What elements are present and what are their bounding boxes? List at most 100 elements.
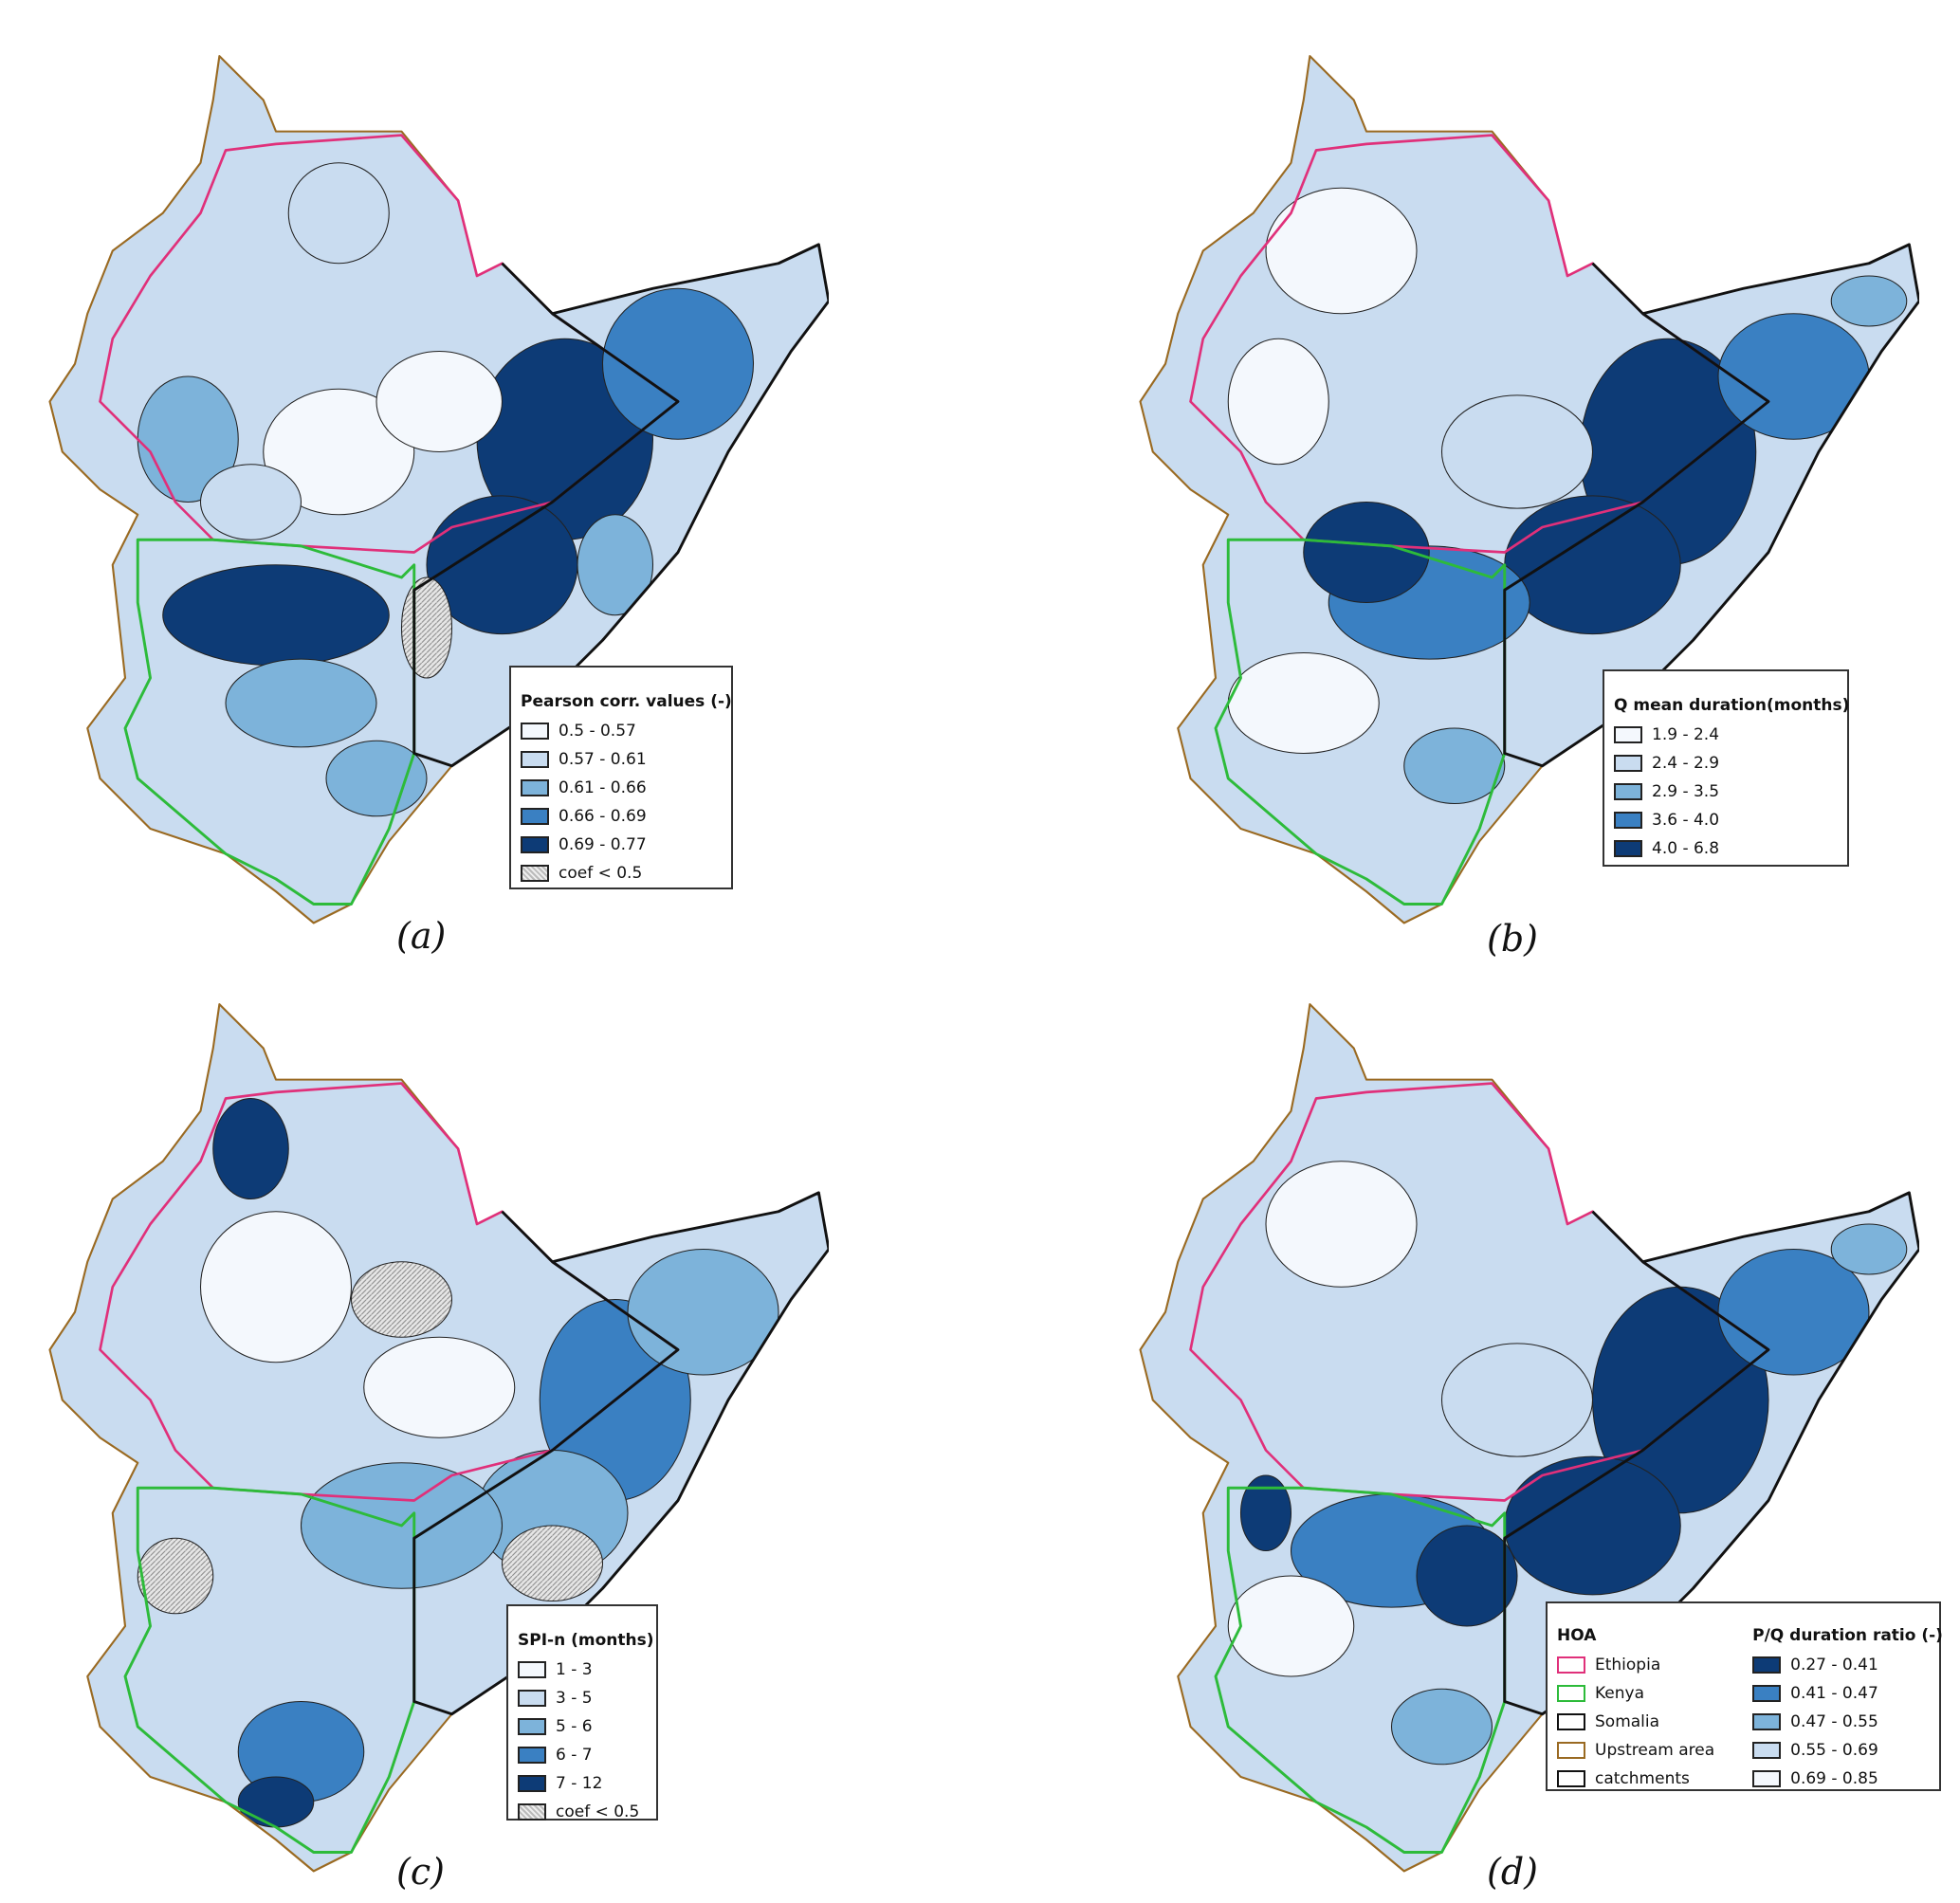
legend-label: catchments: [1595, 1769, 1690, 1788]
catchment: [577, 514, 654, 616]
catchment: [225, 658, 377, 748]
catchment: [1265, 1161, 1418, 1288]
catchment: [501, 1525, 604, 1602]
catchment: [1830, 275, 1908, 327]
legend-label: 6 - 7: [556, 1746, 593, 1765]
legend-swatch: [1614, 726, 1642, 743]
legend-swatch: [1557, 1713, 1585, 1730]
map-q-mean-duration: [1139, 55, 1919, 924]
legend-item: 0.57 - 0.61: [521, 745, 724, 774]
legend-label: 1 - 3: [556, 1660, 593, 1679]
legend-label: 2.4 - 2.9: [1652, 754, 1720, 773]
legend-label: 0.57 - 0.61: [559, 750, 647, 769]
legend-item: 0.61 - 0.66: [521, 774, 724, 802]
legend-swatch: [521, 865, 549, 882]
somalia-border: [412, 1191, 829, 1716]
legend-swatch: [1752, 1685, 1782, 1702]
legend-label: 4.0 - 6.8: [1652, 839, 1720, 858]
catchment: [1390, 1688, 1493, 1766]
catchment: [263, 388, 415, 516]
legend-item: 1 - 3: [518, 1656, 649, 1684]
kenya-border: [1214, 538, 1507, 906]
legend-label: 0.47 - 0.55: [1790, 1712, 1878, 1731]
legend-label: 7 - 12: [556, 1774, 603, 1793]
legend-title: Q mean duration(months): [1614, 696, 1850, 715]
catchment: [350, 1261, 453, 1338]
legend-d: HOA Ethiopia Kenya Somalia Upstream area cat…: [1546, 1601, 1943, 1793]
legend-swatch: [518, 1661, 546, 1678]
catchment: [1717, 1248, 1870, 1376]
catchment: [325, 740, 428, 817]
kenya-border: [1214, 1486, 1507, 1854]
legend-hoa-title: HOA: [1557, 1626, 1597, 1645]
legend-title: SPI-n (months): [518, 1631, 654, 1650]
legend-label: 0.69 - 0.85: [1790, 1769, 1878, 1788]
legend-item: 4.0 - 6.8: [1614, 834, 1840, 863]
legend-item: 0.69 - 0.77: [521, 831, 724, 859]
legend-label: coef < 0.5: [559, 864, 643, 883]
legend-swatch: [1614, 783, 1642, 800]
legend-item: Somalia: [1557, 1708, 1714, 1736]
catchment: [162, 564, 390, 667]
legend-label: 3.6 - 4.0: [1652, 811, 1720, 830]
legend-label: 3 - 5: [556, 1689, 593, 1708]
catchment: [212, 1097, 289, 1200]
panel-c: SPI-n (months) 1 - 3 3 - 5 5 - 6 6 - 7 7 - 1…: [0, 948, 980, 1896]
legend-swatch: [521, 723, 549, 740]
catchment: [1265, 187, 1418, 315]
somalia-border: [1503, 1191, 1919, 1716]
catchment: [400, 576, 453, 679]
catchment: [287, 162, 390, 265]
catchment: [1239, 1474, 1292, 1552]
kenya-border: [123, 538, 416, 906]
legend-swatch: [521, 808, 549, 825]
legend-swatch: [518, 1690, 546, 1707]
map-pearson-correlation: [48, 55, 829, 924]
legend-swatch: [1557, 1742, 1585, 1759]
catchments: [137, 162, 755, 817]
legend-rows: 1 - 3 3 - 5 5 - 6 6 - 7 7 - 12 coef < 0.5: [518, 1656, 649, 1826]
legend-swatch: [1557, 1685, 1585, 1702]
legend-label: 0.61 - 0.66: [559, 778, 647, 797]
legend-title: Pearson corr. values (-): [521, 692, 732, 711]
legend-item: catchments: [1557, 1765, 1714, 1793]
legend-label: 5 - 6: [556, 1717, 593, 1736]
legend-swatch: [518, 1803, 546, 1821]
legend-label: 0.5 - 0.57: [559, 722, 636, 741]
legend-item: 7 - 12: [518, 1769, 649, 1798]
catchment: [1227, 651, 1380, 755]
ethiopia-border: [1189, 1082, 1770, 1502]
legend-rows: 1.9 - 2.4 2.4 - 2.9 2.9 - 3.5 3.6 - 4.0 4.0 …: [1614, 721, 1840, 863]
somalia-border: [412, 243, 829, 768]
legend-label: 2.9 - 3.5: [1652, 782, 1720, 801]
legend-rows: 0.27 - 0.41 0.41 - 0.47 0.47 - 0.55 0.55 - …: [1752, 1651, 1943, 1793]
legend-swatch: [1752, 1713, 1782, 1730]
panel-a: Pearson corr. values (-) 0.5 - 0.57 0.57 …: [0, 0, 980, 957]
legend-label: coef < 0.5: [556, 1802, 640, 1821]
catchment: [627, 1248, 779, 1376]
legend-b: Q mean duration(months) 1.9 - 2.4 2.4 - 2…: [1603, 669, 1849, 867]
legend-title: P/Q duration ratio (-): [1752, 1626, 1943, 1645]
legend-swatch: [1752, 1656, 1782, 1674]
legend-swatch: [518, 1718, 546, 1735]
legend-item: 3.6 - 4.0: [1614, 806, 1840, 834]
legend-item: Ethiopia: [1557, 1651, 1714, 1679]
legend-item: 3 - 5: [518, 1684, 649, 1712]
caption-a: (a): [396, 915, 447, 957]
catchment: [1227, 338, 1329, 466]
legend-hoa-rows: Ethiopia Kenya Somalia Upstream area catchme…: [1557, 1651, 1714, 1793]
legend-item: 0.41 - 0.47: [1752, 1679, 1943, 1708]
legend-item: 0.69 - 0.85: [1752, 1765, 1943, 1793]
legend-a: Pearson corr. values (-) 0.5 - 0.57 0.57 …: [509, 666, 733, 889]
catchment: [376, 350, 504, 453]
legend-hoa: HOA Ethiopia Kenya Somalia Upstream area cat…: [1557, 1626, 1714, 1793]
legend-item: 0.55 - 0.69: [1752, 1736, 1943, 1765]
legend-swatch: [1752, 1770, 1782, 1787]
ethiopia-border: [99, 1082, 680, 1502]
catchment: [601, 287, 755, 440]
legend-label: Somalia: [1595, 1712, 1660, 1731]
catchments: [1227, 1161, 1908, 1766]
legend-item: 2.9 - 3.5: [1614, 778, 1840, 806]
caption-c: (c): [396, 1851, 445, 1893]
caption-d: (d): [1487, 1851, 1538, 1893]
